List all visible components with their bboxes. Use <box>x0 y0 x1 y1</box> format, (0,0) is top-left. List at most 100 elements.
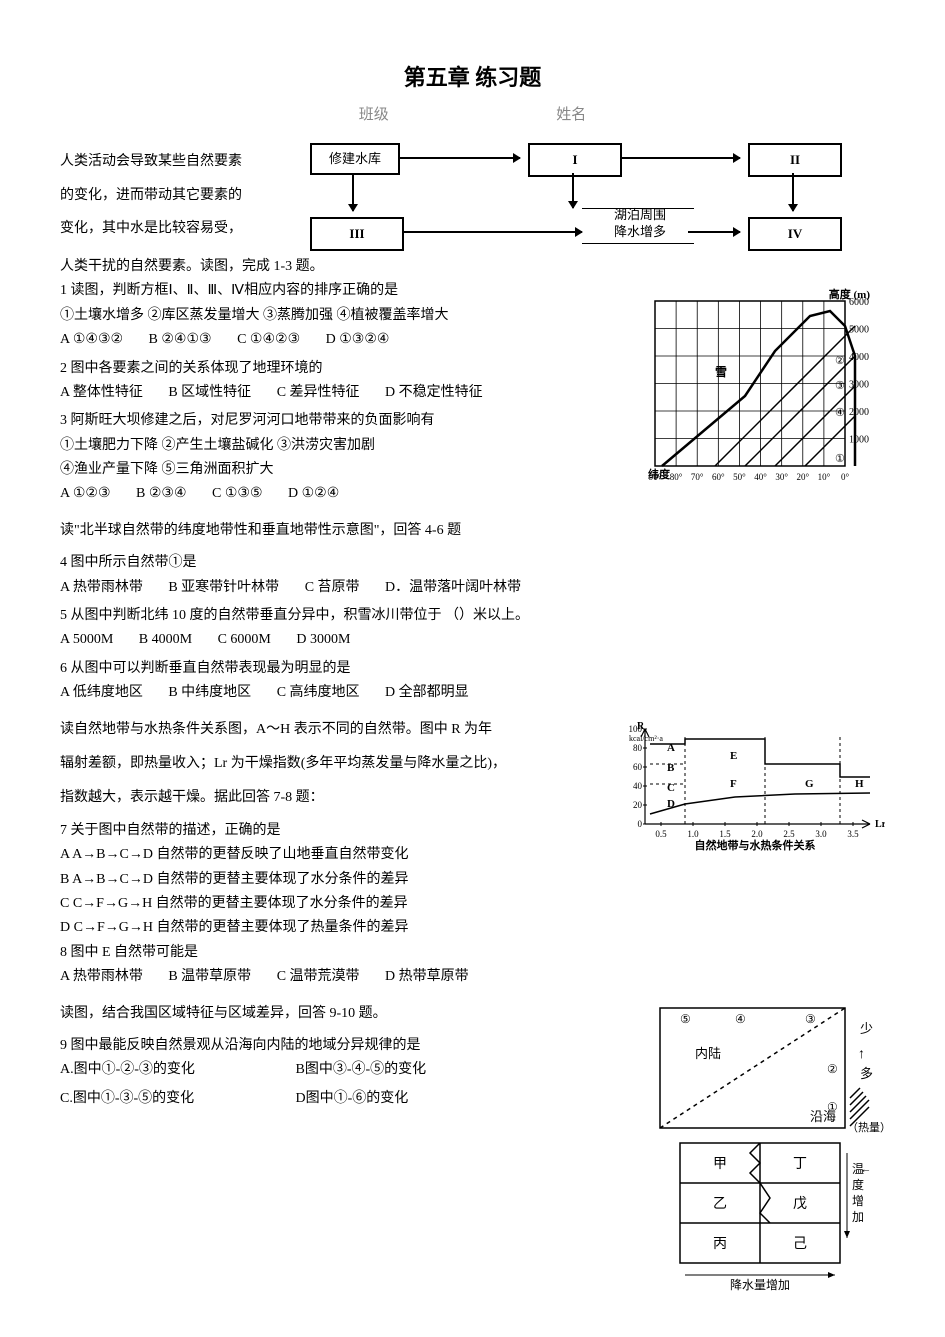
q3-opt-d: D ①②④ <box>288 486 339 501</box>
svg-text:甲: 甲 <box>713 1157 727 1172</box>
subhead: 班级 姓名 <box>60 103 885 127</box>
q7-opt-d: D C→F→G→H 自然带的更替主要体现了热量条件的差异 <box>60 917 885 939</box>
svg-text:⑤: ⑤ <box>680 1012 691 1026</box>
q2-opt-d: D 不稳定性特征 <box>385 385 483 400</box>
inland-label: 内陆 <box>695 1046 721 1061</box>
svg-text:E: E <box>730 750 737 762</box>
flow-box-start: 修建水库 <box>310 143 400 175</box>
svg-text:1.0: 1.0 <box>687 829 699 839</box>
svg-text:kcal/cm²·a: kcal/cm²·a <box>629 734 663 743</box>
svg-text:D: D <box>667 798 675 810</box>
svg-text:3000: 3000 <box>849 380 869 391</box>
figure-7-8: 100806040200 0.51.01.52.02.53.03.5 ABCDE… <box>625 719 885 869</box>
svg-text:↑: ↑ <box>858 1047 865 1062</box>
svg-text:70°: 70° <box>691 472 704 482</box>
q8-opt-c: C 温带荒漠带 <box>277 969 360 984</box>
svg-text:④: ④ <box>835 407 845 419</box>
figure-9-10: ⑤④③②① 内陆 沿海 少 ↑ 多 （热量） 甲乙丙丁戊己 温度增加 ↓ <box>655 1003 885 1293</box>
svg-text:↓: ↓ <box>860 1168 872 1174</box>
svg-text:80: 80 <box>633 743 643 753</box>
svg-text:A: A <box>667 742 675 754</box>
q4-stem: 4 图中所示自然带①是 <box>60 552 885 574</box>
svg-text:戊: 戊 <box>793 1196 807 1212</box>
svg-text:0.5: 0.5 <box>655 829 667 839</box>
svg-text:G: G <box>805 778 814 790</box>
svg-text:1000: 1000 <box>849 435 869 446</box>
q8-opt-a: A 热带雨林带 <box>60 969 143 984</box>
flow-box-2: II <box>748 143 842 177</box>
q9-opt-c: C.图中①-③-⑤的变化 <box>60 1088 270 1110</box>
lead-4-6: 读"北半球自然带的纬度地带性和垂直地带性示意图"，回答 4-6 题 <box>60 520 885 542</box>
svg-text:3.0: 3.0 <box>815 829 827 839</box>
q8-stem: 8 图中 E 自然带可能是 <box>60 942 885 964</box>
q1-opt-b: B ②④①③ <box>149 332 212 347</box>
q5-opt-a: A 5000M <box>60 632 113 647</box>
precip-label: 降水量增加 <box>730 1278 790 1292</box>
q7-opt-c: C C→F→G→H 自然带的更替主要体现了水分条件的差异 <box>60 893 885 915</box>
svg-text:0: 0 <box>638 819 643 829</box>
x-axis-label: 纬度 <box>648 467 671 481</box>
svg-text:加: 加 <box>852 1210 864 1224</box>
svg-text:增: 增 <box>852 1194 864 1208</box>
intro-line-4: 人类干扰的自然要素。读图，完成 1-3 题。 <box>60 256 885 278</box>
chart-latitude-altitude: 600050004000300020001000 90°80°70°60°50°… <box>645 286 885 516</box>
q1-opt-c: C ①④②③ <box>237 332 300 347</box>
svg-text:80°: 80° <box>670 472 683 482</box>
q6-opt-c: C 高纬度地区 <box>277 685 360 700</box>
q9-opt-b: B图中③-④-⑤的变化 <box>296 1062 427 1077</box>
q6-opt-b: B 中纬度地区 <box>168 685 251 700</box>
svg-text:H: H <box>855 778 864 790</box>
svg-text:②: ② <box>835 355 845 367</box>
q3-opt-c: C ①③⑤ <box>212 486 263 501</box>
q8-opt-b: B 温带草原带 <box>168 969 251 984</box>
q9-opt-a: A.图中①-②-③的变化 <box>60 1059 270 1081</box>
svg-text:0°: 0° <box>841 472 850 482</box>
flow-box-3: III <box>310 217 404 251</box>
svg-text:C: C <box>667 782 675 794</box>
svg-text:5000: 5000 <box>849 325 869 336</box>
svg-text:乙: 乙 <box>713 1196 727 1212</box>
q2-opt-b: B 区域性特征 <box>168 385 251 400</box>
flow-diagram: 修建水库 I II III 湖泊周围降水增多 IV <box>300 139 860 259</box>
q6-stem: 6 从图中可以判断垂直自然带表现最为明显的是 <box>60 658 885 680</box>
svg-text:雪: 雪 <box>715 365 727 379</box>
svg-text:R: R <box>637 721 645 732</box>
intro-line: 的变化，进而带动其它要素的 <box>60 179 275 213</box>
q8-opt-d: D 热带草原带 <box>385 969 469 984</box>
q4-opt-b: B 亚寒带针叶林带 <box>168 580 279 595</box>
q4-opt-a: A 热带雨林带 <box>60 580 143 595</box>
q3-opt-b: B ②③④ <box>136 486 187 501</box>
fig78-caption: 自然地带与水热条件关系 <box>695 838 816 852</box>
q9-opt-d: D图中①-⑥的变化 <box>296 1091 409 1106</box>
svg-text:60°: 60° <box>712 472 725 482</box>
svg-text:丁: 丁 <box>793 1157 807 1172</box>
svg-text:20°: 20° <box>796 472 809 482</box>
q3-opt-a: A ①②③ <box>60 486 111 501</box>
intro-line: 变化，其中水是比较容易受， <box>60 212 275 246</box>
svg-text:④: ④ <box>735 1012 746 1026</box>
q6-opt-d: D 全部都明显 <box>385 685 469 700</box>
q4-opt-c: C 苔原带 <box>305 580 360 595</box>
diagram-region: ⑤④③②① 内陆 沿海 少 ↑ 多 （热量） 甲乙丙丁戊己 温度增加 ↓ <box>655 1003 885 1293</box>
svg-text:少: 少 <box>860 1021 873 1036</box>
svg-text:20: 20 <box>633 800 643 810</box>
page-title: 第五章 练习题 <box>60 60 885 95</box>
q5-opt-b: B 4000M <box>139 632 192 647</box>
svg-text:Lr: Lr <box>875 819 885 830</box>
q5-opt-c: C 6000M <box>218 632 271 647</box>
svg-text:60: 60 <box>633 762 643 772</box>
flow-box-4: IV <box>748 217 842 251</box>
svg-text:10°: 10° <box>818 472 831 482</box>
q5-stem: 5 从图中判断北纬 10 度的自然带垂直分异中，积雪冰川带位于 （）米以上。 <box>60 605 885 627</box>
svg-text:30°: 30° <box>775 472 788 482</box>
name-label: 姓名 <box>556 103 586 127</box>
svg-text:①: ① <box>835 453 845 465</box>
svg-text:40°: 40° <box>754 472 767 482</box>
flow-box-1: I <box>528 143 622 177</box>
svg-text:F: F <box>730 778 737 790</box>
q2-opt-a: A 整体性特征 <box>60 385 143 400</box>
svg-text:丙: 丙 <box>713 1237 727 1252</box>
q1-opt-d: D ①③②④ <box>326 332 390 347</box>
coast-label: 沿海 <box>810 1109 836 1124</box>
intro-block: 人类活动会导致某些自然要素 的变化，进而带动其它要素的 变化，其中水是比较容易受… <box>60 145 885 246</box>
